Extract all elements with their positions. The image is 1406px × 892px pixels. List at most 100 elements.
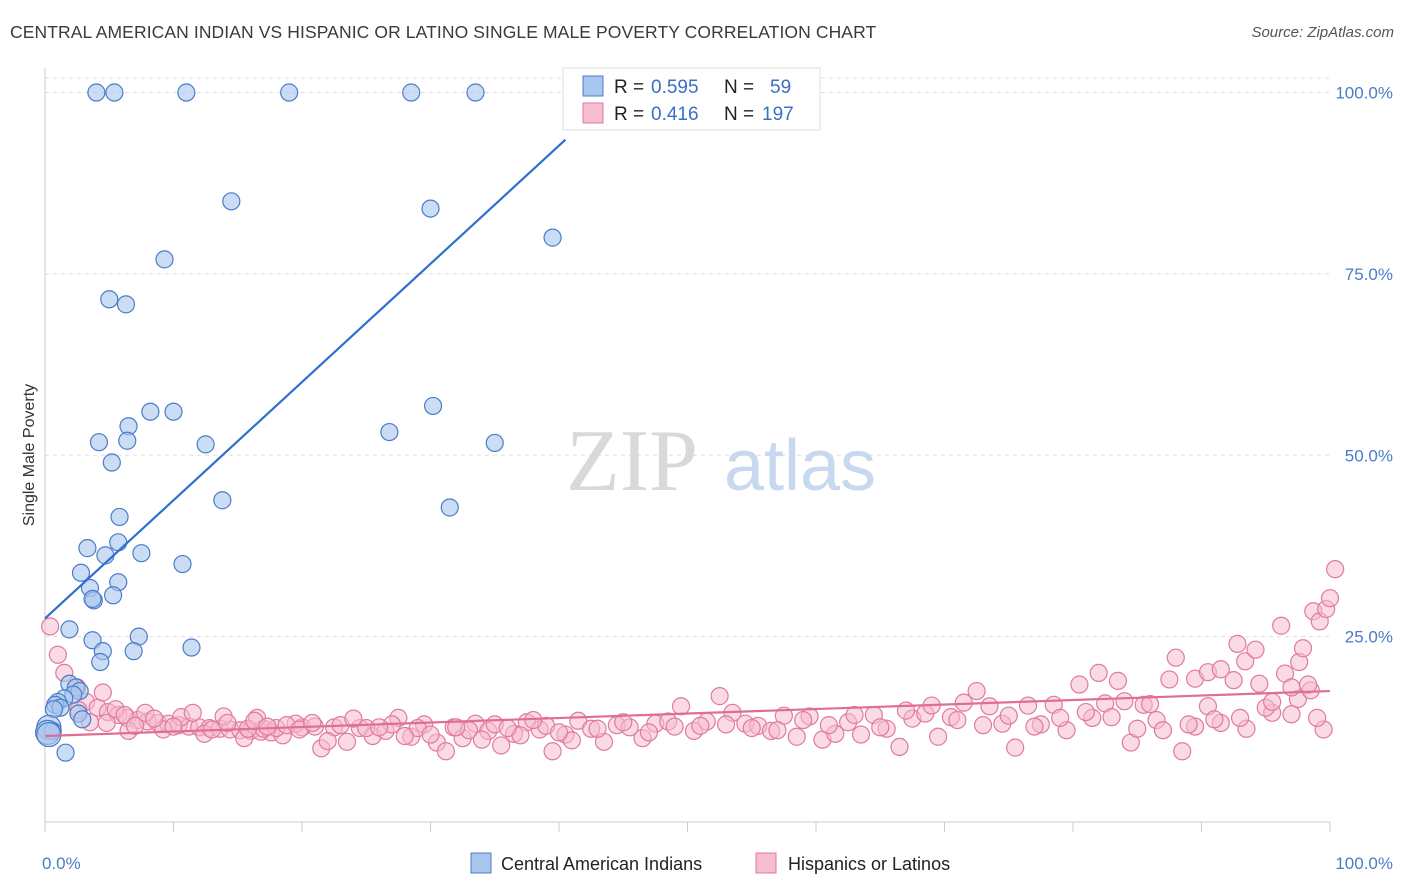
hispanic-point: [999, 706, 1018, 725]
hispanic-point: [1224, 671, 1243, 690]
central-american-point: [73, 710, 92, 729]
legend-n-label-2: N =: [724, 104, 754, 125]
central-american-point: [141, 402, 160, 421]
central-american-point: [182, 638, 201, 657]
central-american-point: [71, 563, 91, 582]
trend-lines: [44, 138, 1331, 738]
hispanic-point: [543, 742, 562, 761]
central-american-point: [543, 228, 562, 247]
y-tick-labels: 25.0% 50.0% 75.0% 100.0%: [1335, 84, 1393, 647]
hispanic-point: [1160, 670, 1179, 689]
hispanic-point: [948, 710, 967, 730]
hispanic-point: [845, 705, 864, 725]
central-american-point: [78, 539, 97, 558]
hispanic-point: [41, 617, 60, 636]
hispanic-point: [97, 713, 116, 733]
central-american-point: [280, 83, 299, 102]
hispanic-point: [549, 723, 569, 742]
hispanic-point: [498, 718, 517, 738]
central-american-point: [380, 422, 399, 442]
hispanic-point: [1236, 652, 1255, 671]
hispanic-point: [1102, 708, 1121, 727]
hispanic-point: [1228, 634, 1247, 653]
hispanic-point: [787, 727, 806, 746]
hispanic-point: [1320, 589, 1340, 608]
hispanic-point: [258, 717, 277, 736]
hispanic-point: [1076, 702, 1095, 722]
hispanic-point: [665, 717, 684, 736]
hispanic-point: [1140, 694, 1160, 714]
hispanic-point: [1166, 648, 1185, 667]
hispanic-point: [436, 742, 456, 761]
central-american-point: [132, 544, 151, 563]
watermark-zip: ZIP: [566, 413, 698, 510]
trend-line-central-american: [44, 138, 567, 620]
hispanic-point: [1230, 708, 1250, 727]
central-american-point: [104, 586, 123, 605]
hispanic-point: [337, 732, 357, 751]
y-tick-label-25: 25.0%: [1345, 628, 1393, 647]
hispanic-point: [1308, 708, 1327, 727]
hispanic-point: [1108, 671, 1128, 690]
hispanic-point: [716, 715, 736, 734]
central-american-point: [222, 192, 241, 211]
hispanic-point: [851, 725, 871, 744]
hispanic-point: [1326, 560, 1345, 579]
legend-r-value-1: 0.595: [651, 77, 699, 98]
hispanic-point: [48, 645, 67, 664]
central-american-point: [91, 652, 110, 672]
hispanic-point: [1006, 738, 1025, 757]
central-american-point: [124, 642, 143, 661]
hispanic-point: [125, 716, 145, 735]
hispanic-point: [492, 736, 511, 755]
central-american-point: [83, 589, 102, 609]
central-american-point: [485, 433, 504, 453]
hispanic-point: [447, 718, 466, 737]
hispanic-point: [93, 683, 112, 702]
y-tick-label-100: 100.0%: [1335, 84, 1393, 103]
legend-box: [562, 67, 821, 131]
hispanic-point: [421, 725, 440, 744]
legend-n-label-1: N =: [724, 77, 754, 98]
hispanic-point: [218, 713, 237, 733]
central-american-point: [89, 433, 109, 452]
hispanic-point: [1025, 717, 1044, 736]
hispanic-point: [1153, 721, 1173, 740]
series-central-american-points: [34, 83, 562, 762]
bottom-legend-swatch-blue: [470, 852, 492, 874]
hispanic-point: [768, 721, 787, 740]
hispanic-point: [890, 737, 909, 757]
central-american-point: [440, 498, 459, 517]
central-american-point: [466, 83, 485, 102]
hispanic-point: [1282, 705, 1301, 724]
watermark-atlas: atlas: [724, 426, 876, 506]
hispanic-point: [395, 726, 414, 746]
hispanic-point: [980, 697, 999, 716]
correlation-legend: R = 0.595 N = 59 R = 0.416 N = 197: [562, 67, 821, 131]
hispanic-point: [588, 719, 607, 738]
central-american-point: [177, 83, 196, 102]
central-american-point: [96, 546, 115, 565]
hispanic-point: [967, 681, 986, 701]
trend-line-hispanic: [44, 689, 1331, 738]
legend-n-value-2: 197: [762, 104, 794, 125]
hispanic-point: [1246, 640, 1265, 659]
y-tick-label-50: 50.0%: [1345, 446, 1393, 465]
hispanic-point: [303, 713, 322, 733]
hispanic-point: [1089, 663, 1108, 683]
bottom-legend-label-2: Hispanics or Latinos: [788, 854, 950, 874]
central-american-point: [100, 290, 119, 309]
hispanic-point: [1115, 692, 1134, 711]
hispanic-point: [671, 697, 691, 716]
source-label: Source: ZipAtlas.com: [1251, 24, 1394, 41]
x-tick-label-max: 100.0%: [1335, 854, 1393, 873]
y-axis-label: Single Male Poverty: [21, 384, 38, 526]
series-legend: Central American Indians Hispanics or La…: [470, 852, 950, 874]
legend-swatch-blue: [582, 75, 604, 97]
chart-title: CENTRAL AMERICAN INDIAN VS HISPANIC OR L…: [10, 22, 877, 42]
hispanic-point: [742, 718, 761, 738]
hispanic-point: [1179, 715, 1198, 734]
hispanic-point: [1128, 719, 1147, 738]
axes: [44, 68, 1331, 832]
